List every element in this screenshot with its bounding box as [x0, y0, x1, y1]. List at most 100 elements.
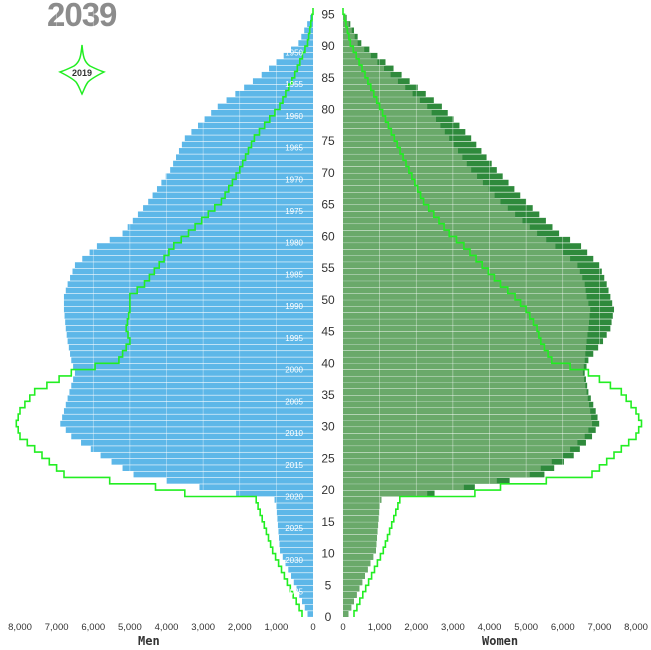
men-bar — [161, 179, 313, 186]
men-bar — [74, 262, 313, 268]
men-bar — [65, 427, 313, 433]
men-bar — [65, 319, 313, 326]
men-bar — [81, 439, 314, 446]
men-bar — [291, 573, 313, 579]
men-bar — [278, 535, 313, 541]
men-bar — [109, 236, 313, 243]
men-bar — [133, 471, 313, 478]
age-tick-label: 70 — [321, 166, 335, 180]
women-bar — [343, 268, 580, 275]
women-bar — [343, 281, 585, 288]
women-bar — [343, 382, 586, 389]
women-bar — [343, 198, 501, 205]
women-bar — [343, 420, 593, 427]
men-bar — [197, 122, 313, 129]
women-bar — [343, 490, 428, 497]
women-bar — [343, 509, 380, 516]
men-bar — [236, 490, 313, 497]
men-x-tick: 8,000 — [8, 622, 32, 633]
men-bar — [71, 357, 314, 364]
men-x-tick: 7,000 — [45, 622, 69, 633]
women-bar — [343, 522, 379, 529]
age-tick-label: 5 — [325, 578, 332, 592]
women-bar — [343, 141, 454, 148]
birth-year-label: 2030 — [285, 556, 303, 565]
age-tick-label: 65 — [321, 198, 335, 212]
women-bar — [343, 306, 591, 313]
men-bar — [68, 344, 313, 351]
women-bar — [343, 496, 382, 503]
women-bar — [343, 255, 571, 262]
women-bar — [343, 458, 552, 465]
women-bar — [343, 579, 363, 586]
women-bar — [343, 319, 589, 326]
men-bar — [199, 484, 313, 491]
men-bar — [276, 509, 313, 516]
women-bar — [343, 103, 428, 110]
men-bar — [191, 129, 313, 135]
women-bar — [343, 179, 483, 186]
men-x-tick: 3,000 — [191, 622, 215, 633]
men-bar — [204, 116, 313, 123]
age-tick-label: 0 — [325, 610, 332, 624]
men-bar — [244, 84, 313, 91]
men-bar — [176, 154, 313, 161]
men-bar — [276, 503, 313, 510]
men-bar — [60, 420, 313, 427]
women-bar — [343, 465, 541, 471]
men-bar — [277, 516, 313, 522]
men-bar — [122, 465, 313, 471]
men-bar — [307, 611, 313, 617]
women-bar — [343, 332, 588, 338]
birth-year-label: 2000 — [285, 366, 303, 375]
women-bar — [343, 433, 585, 440]
men-x-tick: 2,000 — [228, 622, 252, 633]
age-tick-label: 50 — [321, 293, 335, 307]
women-bar — [343, 59, 378, 65]
age-tick-label: 95 — [321, 7, 335, 21]
women-bar — [343, 477, 497, 484]
women-x-tick: 7,000 — [587, 622, 611, 633]
women-bar — [343, 78, 398, 85]
men-bar — [269, 65, 313, 72]
women-bar — [343, 408, 591, 414]
women-bar — [343, 560, 371, 567]
age-tick-label: 20 — [321, 483, 335, 497]
women-x-tick: 3,000 — [441, 622, 465, 633]
women-bar — [343, 84, 406, 91]
men-bar — [143, 205, 313, 211]
women-bar — [343, 325, 589, 332]
men-bar — [226, 97, 313, 104]
men-bar — [252, 78, 313, 85]
men-bar — [184, 135, 313, 142]
birth-year-label: 2010 — [285, 429, 303, 438]
men-x-tick: 4,000 — [155, 622, 179, 633]
men-bar — [156, 186, 313, 192]
women-bar — [343, 186, 489, 192]
men-bar — [66, 332, 314, 338]
men-bar — [127, 224, 314, 230]
men-bar — [148, 198, 313, 205]
women-bar — [343, 274, 583, 281]
age-tick-label: 25 — [321, 451, 335, 465]
women-bar — [343, 611, 349, 617]
women-bar — [343, 110, 432, 116]
men-bar — [170, 167, 313, 173]
women-bar — [343, 192, 495, 199]
birth-year-label: 2005 — [285, 397, 303, 406]
age-tick-label: 45 — [321, 325, 335, 339]
women-bar — [343, 566, 368, 573]
men-bar — [111, 458, 313, 465]
women-x-tick: 4,000 — [478, 622, 502, 633]
birth-year-label: 1960 — [285, 112, 303, 121]
men-bar — [280, 547, 313, 554]
men-bar — [298, 40, 313, 46]
men-bar — [100, 452, 313, 459]
women-bar — [343, 401, 589, 408]
men-bar — [62, 414, 314, 421]
women-bar — [343, 351, 586, 357]
women-bar — [343, 439, 578, 446]
women-bar — [343, 427, 589, 433]
men-bar — [261, 71, 313, 78]
legend-2019: 2019 — [52, 42, 112, 97]
